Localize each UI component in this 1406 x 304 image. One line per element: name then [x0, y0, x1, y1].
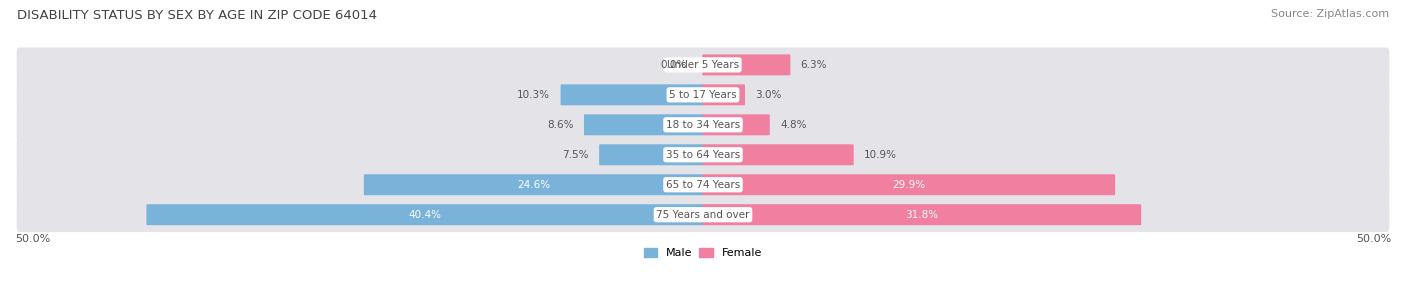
FancyBboxPatch shape — [703, 174, 1115, 195]
Text: 7.5%: 7.5% — [562, 150, 589, 160]
FancyBboxPatch shape — [17, 107, 1389, 142]
Text: 50.0%: 50.0% — [15, 234, 51, 244]
Text: 40.4%: 40.4% — [409, 210, 441, 220]
FancyBboxPatch shape — [583, 114, 703, 135]
Text: 6.3%: 6.3% — [800, 60, 827, 70]
Text: 50.0%: 50.0% — [1355, 234, 1391, 244]
Text: 10.9%: 10.9% — [865, 150, 897, 160]
Text: 29.9%: 29.9% — [893, 180, 925, 190]
FancyBboxPatch shape — [703, 114, 769, 135]
Text: 18 to 34 Years: 18 to 34 Years — [666, 120, 740, 130]
Text: 24.6%: 24.6% — [517, 180, 550, 190]
FancyBboxPatch shape — [599, 144, 703, 165]
Text: 4.8%: 4.8% — [780, 120, 807, 130]
Text: 10.3%: 10.3% — [517, 90, 550, 100]
Text: 3.0%: 3.0% — [755, 90, 782, 100]
FancyBboxPatch shape — [17, 78, 1389, 112]
FancyBboxPatch shape — [364, 174, 703, 195]
FancyBboxPatch shape — [17, 197, 1389, 232]
Legend: Male, Female: Male, Female — [640, 243, 766, 263]
Text: 65 to 74 Years: 65 to 74 Years — [666, 180, 740, 190]
Text: 35 to 64 Years: 35 to 64 Years — [666, 150, 740, 160]
Text: Under 5 Years: Under 5 Years — [666, 60, 740, 70]
Text: 75 Years and over: 75 Years and over — [657, 210, 749, 220]
FancyBboxPatch shape — [17, 137, 1389, 172]
Text: DISABILITY STATUS BY SEX BY AGE IN ZIP CODE 64014: DISABILITY STATUS BY SEX BY AGE IN ZIP C… — [17, 9, 377, 22]
FancyBboxPatch shape — [561, 84, 703, 105]
FancyBboxPatch shape — [146, 204, 703, 225]
FancyBboxPatch shape — [703, 84, 745, 105]
Text: 5 to 17 Years: 5 to 17 Years — [669, 90, 737, 100]
FancyBboxPatch shape — [703, 204, 1142, 225]
Text: 31.8%: 31.8% — [905, 210, 938, 220]
Text: 0.0%: 0.0% — [661, 60, 686, 70]
FancyBboxPatch shape — [703, 54, 790, 75]
FancyBboxPatch shape — [17, 168, 1389, 202]
Text: 8.6%: 8.6% — [547, 120, 574, 130]
FancyBboxPatch shape — [703, 144, 853, 165]
FancyBboxPatch shape — [17, 47, 1389, 82]
Text: Source: ZipAtlas.com: Source: ZipAtlas.com — [1271, 9, 1389, 19]
